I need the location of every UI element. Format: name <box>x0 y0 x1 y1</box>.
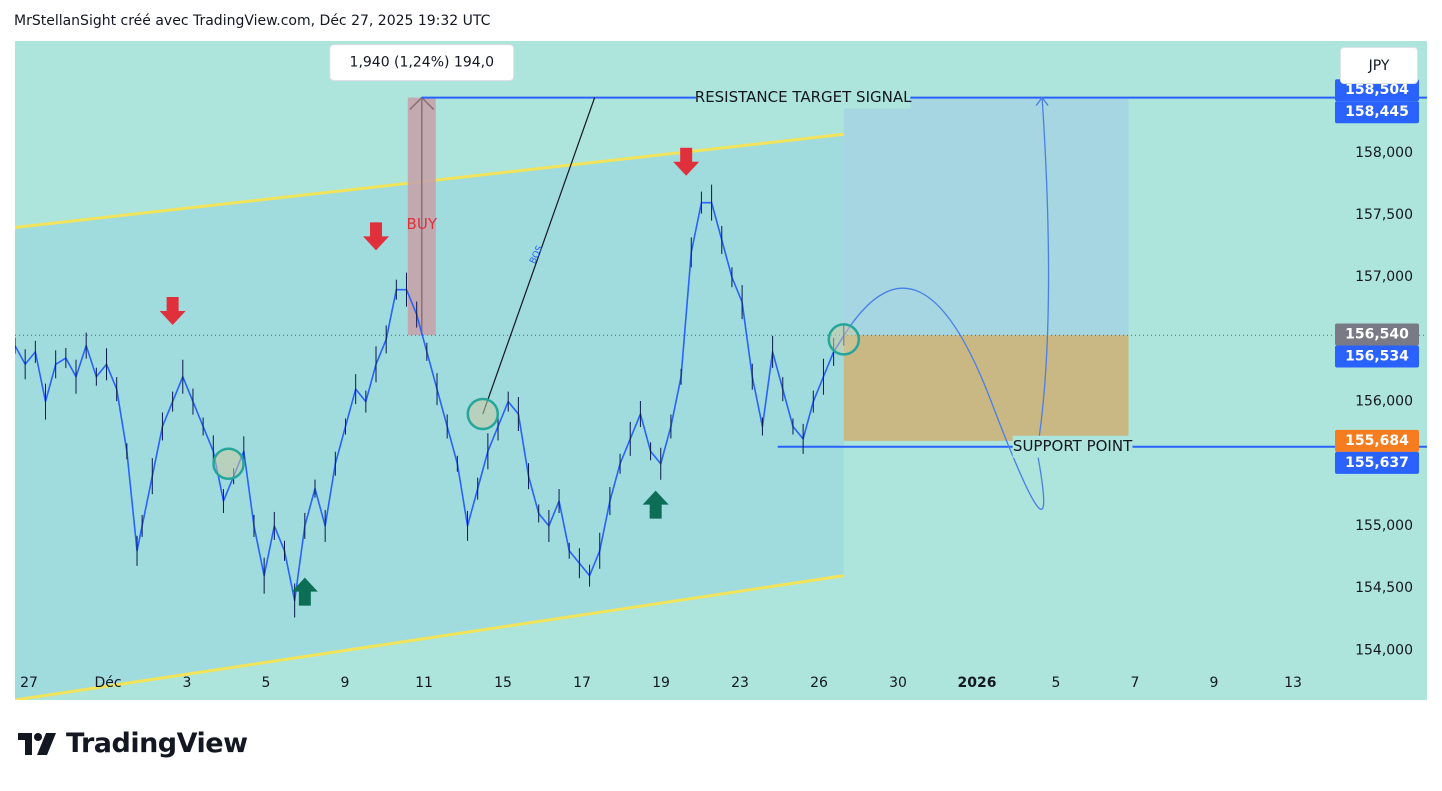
price-badge <box>1335 323 1419 346</box>
y-tick-label: 157,000 <box>1355 269 1413 285</box>
measure-tooltip-box <box>329 44 515 82</box>
sell-arrow-icon <box>159 296 186 325</box>
x-tick-label: 26 <box>810 675 828 691</box>
currency-button[interactable]: JPY <box>1340 47 1418 84</box>
x-tick-label: 5 <box>262 675 271 691</box>
buy-arrow-icon <box>291 577 318 606</box>
y-tick-label: 154,500 <box>1355 580 1413 596</box>
x-tick-label: 3 <box>183 675 192 691</box>
bos-line <box>482 97 596 415</box>
x-tick-label: 13 <box>1284 675 1302 691</box>
x-tick-label: 5 <box>1052 675 1061 691</box>
x-tick-label: 30 <box>889 675 907 691</box>
price-badge <box>1335 345 1419 368</box>
buy-measure-arrowhead <box>409 96 435 111</box>
chart-area[interactable]: RESISTANCE TARGET SIGNAL SUPPORT POINT BUY… <box>14 41 1427 702</box>
x-tick-label: 7 <box>1131 675 1140 691</box>
y-tick-label: 154,000 <box>1355 642 1413 658</box>
channel-lower-line <box>14 574 845 702</box>
measure-tooltip-text: 1,940 (1,24%) 194,0 <box>350 55 494 71</box>
price-chart[interactable]: RESISTANCE TARGET SIGNAL SUPPORT POINT BUY… <box>14 41 1427 702</box>
price-badge-label: 156,534 <box>1345 348 1409 364</box>
projection-arrowhead <box>1035 96 1049 106</box>
x-tick-label: 23 <box>731 675 749 691</box>
pivot-circle <box>466 397 500 431</box>
x-tick-label: 9 <box>1210 675 1219 691</box>
projection-path <box>843 97 1050 510</box>
price-badge-label: 155,684 <box>1345 433 1409 449</box>
chart-header: MrStellanSight créé avec TradingView.com… <box>14 13 491 29</box>
support-label: SUPPORT POINT <box>1013 437 1133 455</box>
price-badge <box>1335 429 1419 452</box>
price-badge-label: 156,540 <box>1345 326 1409 342</box>
x-tick-label: 19 <box>652 675 670 691</box>
resistance-label-bg <box>695 86 911 109</box>
target-zone <box>843 97 1129 336</box>
resistance-label: RESISTANCE TARGET SIGNAL <box>695 88 912 106</box>
sell-arrow-icon <box>363 222 390 251</box>
x-tick-label: 2026 <box>958 675 997 691</box>
buy-label: BUY <box>407 215 438 233</box>
tradingview-logo-icon <box>18 732 56 755</box>
price-badge <box>1335 79 1419 102</box>
sell-arrow-icon <box>673 147 700 176</box>
price-badge-label: 158,445 <box>1345 104 1409 120</box>
buy-arrow-icon <box>642 490 669 519</box>
price-badge <box>1335 451 1419 474</box>
x-tick-label: 27 <box>20 675 38 691</box>
pivot-circle <box>827 323 861 356</box>
x-tick-label: 11 <box>415 675 433 691</box>
support-label-bg <box>1012 435 1133 458</box>
y-tick-label: 156,000 <box>1355 394 1413 410</box>
price-badge <box>1335 101 1419 124</box>
channel-fill <box>15 134 844 701</box>
x-tick-label: 9 <box>341 675 350 691</box>
price-badge-label: 158,504 <box>1345 82 1409 98</box>
brand-name: TradingView <box>66 728 248 759</box>
x-tick-label: Déc <box>94 675 121 691</box>
price-badge-label: 155,637 <box>1345 455 1409 471</box>
tradingview-logo[interactable]: TradingView <box>18 728 248 759</box>
y-tick-label: 155,000 <box>1355 518 1413 534</box>
x-tick-label: 15 <box>494 675 512 691</box>
y-tick-label: 158,000 <box>1355 145 1413 161</box>
y-tick-label: 157,500 <box>1355 207 1413 223</box>
x-tick-label: 17 <box>573 675 591 691</box>
pivot-circle <box>212 447 245 481</box>
